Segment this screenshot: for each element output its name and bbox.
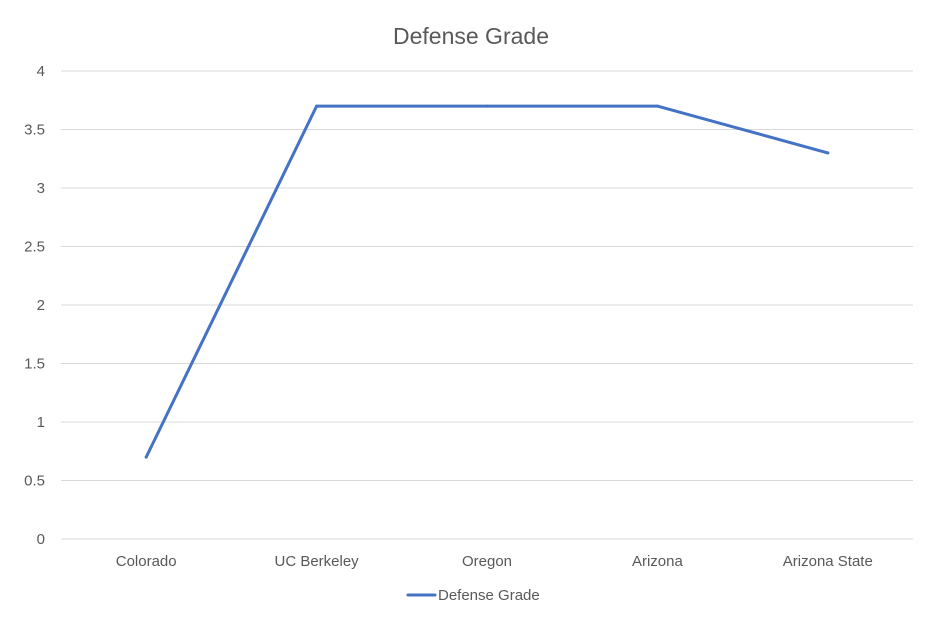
data-point-1 (315, 104, 319, 108)
gridlines (61, 70, 913, 540)
x-tick-label: Arizona (632, 553, 684, 570)
y-axis-tick-labels: 0 0.5 1 1.5 2 2.5 3 3.5 4 (24, 63, 45, 548)
y-tick-label: 4 (37, 63, 45, 80)
data-point-0 (144, 455, 148, 459)
data-point-4 (826, 151, 830, 155)
legend-label: Defense Grade (438, 587, 540, 604)
x-tick-label: Oregon (462, 553, 512, 570)
x-tick-label: UC Berkeley (274, 553, 359, 570)
y-tick-label: 2 (37, 297, 45, 314)
x-tick-label: Colorado (116, 553, 177, 570)
y-tick-label: 2.5 (24, 239, 45, 256)
chart-title: Defense Grade (393, 23, 549, 49)
y-tick-label: 3.5 (24, 122, 45, 139)
y-tick-label: 3 (37, 180, 45, 197)
series-line-defense-grade (144, 104, 830, 459)
y-tick-label: 1 (37, 414, 45, 431)
y-tick-label: 1.5 (24, 356, 45, 373)
series-layer (144, 104, 830, 459)
data-point-2 (485, 104, 489, 108)
data-point-3 (655, 104, 659, 108)
x-tick-label: Arizona State (783, 553, 873, 570)
y-tick-label: 0.5 (24, 473, 45, 490)
x-axis-tick-labels: Colorado UC Berkeley Oregon Arizona Arizona … (116, 553, 873, 570)
y-tick-label: 0 (37, 531, 45, 548)
legend: Defense Grade (406, 587, 540, 604)
